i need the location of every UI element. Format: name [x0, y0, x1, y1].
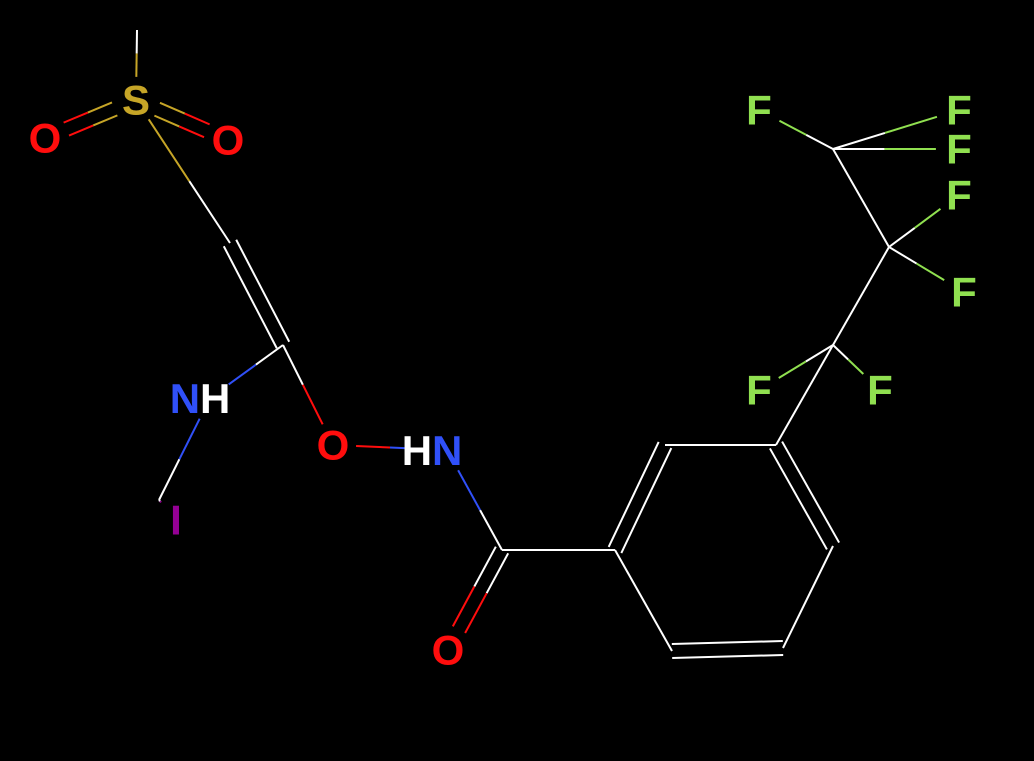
atom-o-label: O — [212, 117, 245, 164]
molecule-diagram: OFFFFFFFHNONHISOO — [0, 0, 1034, 761]
atom-n-h-label: NH — [170, 375, 231, 422]
atom-o-label: O — [317, 422, 350, 469]
atom-o-label: O — [432, 627, 465, 674]
atom-f-label: F — [946, 126, 972, 173]
atom-o-label: O — [29, 115, 62, 162]
atom-f-label: F — [746, 87, 772, 134]
atom-i-label: I — [170, 497, 182, 544]
atom-f-label: F — [746, 367, 772, 414]
atom-f-label: F — [946, 172, 972, 219]
atom-n-h-label: HN — [402, 427, 463, 474]
atom-s-label: S — [122, 77, 150, 124]
atom-f-label: F — [867, 367, 893, 414]
atom-f-label: F — [951, 269, 977, 316]
